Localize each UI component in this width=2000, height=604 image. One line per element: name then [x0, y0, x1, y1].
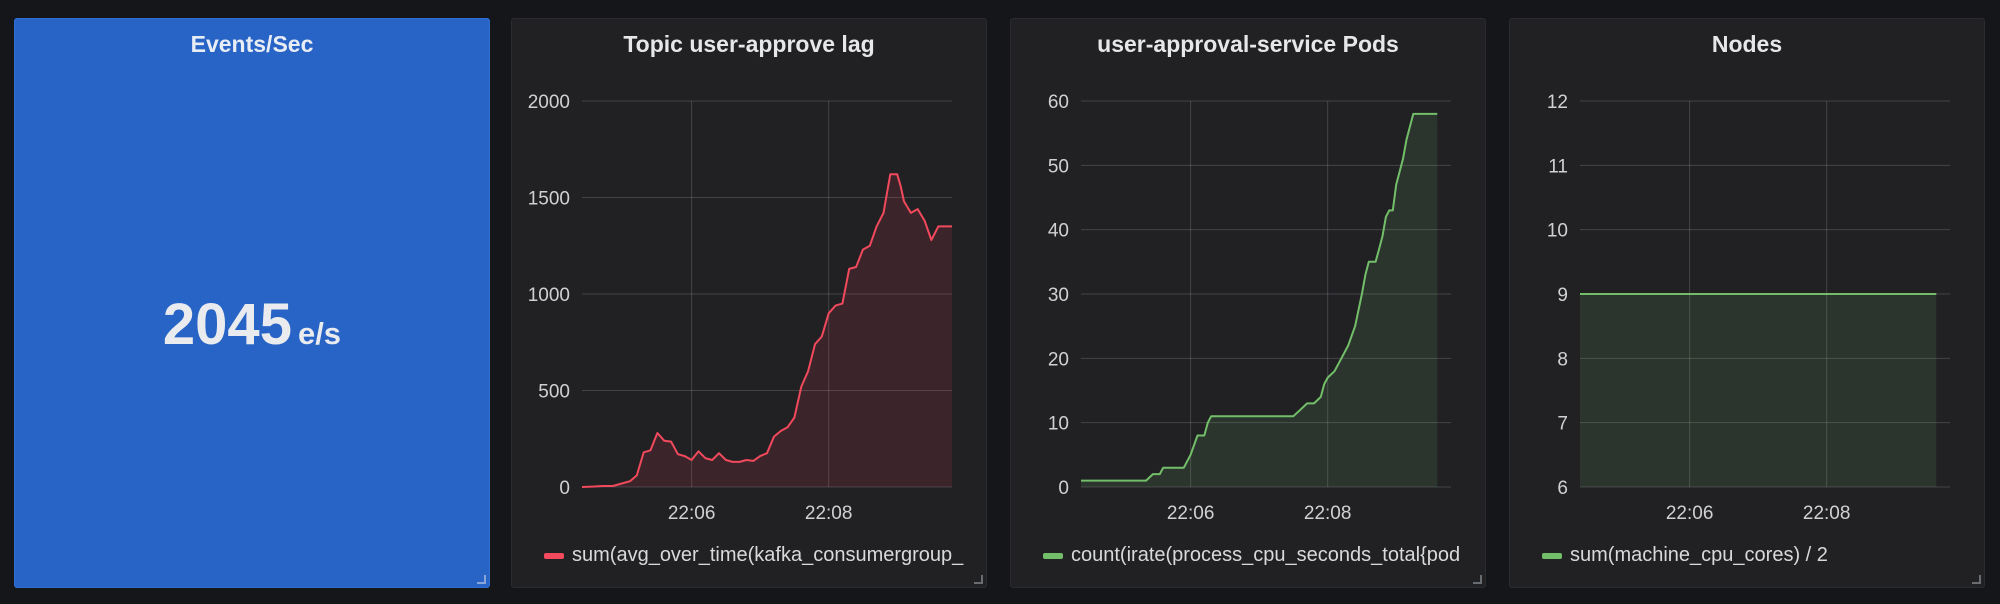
y-tick-label: 30 [1048, 285, 1069, 306]
y-tick-label: 2000 [528, 92, 570, 113]
legend-label[interactable]: count(irate(process_cpu_seconds_total{po… [1071, 544, 1461, 566]
stat-number: 2045 [162, 292, 292, 357]
y-tick-label: 60 [1048, 92, 1069, 113]
y-tick-label: 7 [1557, 414, 1568, 435]
y-tick-label: 9 [1557, 285, 1568, 306]
panel-title[interactable]: Topic user-approve lag [623, 31, 875, 57]
y-tick-label: 6 [1557, 478, 1568, 499]
legend-swatch [1542, 552, 1562, 559]
resize-handle-icon[interactable] [1473, 575, 1482, 584]
stat-value: 2045 e/s [15, 291, 489, 358]
series-area [1081, 113, 1438, 488]
y-tick-label: 1000 [528, 285, 570, 306]
x-tick-label: 22:06 [668, 503, 716, 524]
series-line [581, 173, 952, 488]
x-tick-label: 22:08 [1803, 503, 1851, 524]
stat-unit: e/s [297, 316, 342, 351]
y-tick-label: 12 [1547, 92, 1568, 113]
legend-swatch [544, 552, 564, 559]
pods-panel[interactable]: user-approval-service Pods 0 10 20 30 40 50 60… [1010, 18, 1486, 588]
x-tick-label: 22:08 [805, 503, 853, 524]
legend-label[interactable]: sum(avg_over_time(kafka_consumergroup_l [572, 544, 964, 566]
panel-title[interactable]: user-approval-service Pods [1097, 31, 1399, 57]
y-tick-label: 1500 [528, 189, 570, 210]
y-tick-label: 20 [1048, 349, 1069, 370]
panel-title[interactable]: Events/Sec [190, 31, 314, 57]
events-per-sec-panel[interactable]: Events/Sec 2045 e/s [14, 18, 490, 588]
y-tick-label: 500 [538, 382, 570, 403]
x-tick-label: 22:06 [1167, 503, 1215, 524]
legend[interactable]: count(irate(process_cpu_seconds_total{po… [1043, 544, 1460, 567]
y-tick-label: 10 [1048, 414, 1069, 435]
y-tick-label: 11 [1548, 156, 1568, 177]
y-tick-label: 8 [1557, 349, 1568, 370]
topic-lag-panel[interactable]: Topic user-approve lag 0 500 1000 1500 2000 2… [511, 18, 987, 588]
y-tick-label: 0 [559, 478, 570, 499]
y-tick-label: 50 [1048, 156, 1069, 177]
resize-handle-icon[interactable] [477, 575, 486, 584]
x-tick-label: 22:08 [1304, 503, 1352, 524]
legend-label[interactable]: sum(machine_cpu_cores) / 2 [1570, 544, 1828, 566]
y-tick-label: 0 [1058, 478, 1069, 499]
legend[interactable]: sum(machine_cpu_cores) / 2 [1542, 544, 1828, 567]
y-tick-label: 40 [1048, 221, 1069, 242]
nodes-panel[interactable]: Nodes 6 7 8 9 10 11 12 22:06 22:08 sum(machine_c… [1509, 18, 1985, 588]
series-area [1580, 294, 1937, 487]
lag-chart: 0 500 1000 1500 2000 22:06 22:08 [528, 92, 952, 524]
resize-handle-icon[interactable] [1972, 575, 1981, 584]
legend[interactable]: sum(avg_over_time(kafka_consumergroup_l [544, 544, 964, 567]
nodes-chart: 6 7 8 9 10 11 12 22:06 22:08 [1547, 92, 1950, 524]
x-tick-label: 22:06 [1666, 503, 1714, 524]
legend-swatch [1043, 552, 1063, 559]
series-line [1081, 112, 1438, 482]
resize-handle-icon[interactable] [974, 575, 983, 584]
series-area [582, 174, 952, 488]
panel-title[interactable]: Nodes [1711, 31, 1783, 57]
y-tick-label: 10 [1547, 221, 1568, 242]
pods-chart: 0 10 20 30 40 50 60 22:06 22:08 [1048, 92, 1451, 524]
